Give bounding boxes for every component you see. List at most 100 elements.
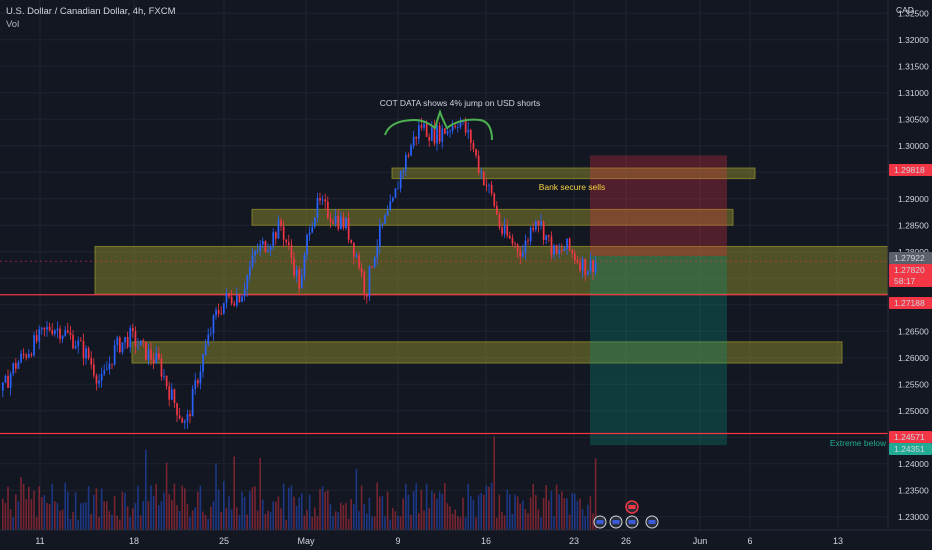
candle-body: [30, 354, 33, 356]
volume-bar: [163, 492, 165, 530]
volume-bar: [470, 495, 472, 530]
volume-bar: [532, 484, 534, 530]
volume-bar: [264, 514, 267, 530]
candle-body: [475, 149, 477, 156]
price-badge-text: 1.24351: [894, 444, 925, 454]
price-badge[interactable]: [889, 252, 932, 264]
price-badge[interactable]: [889, 275, 932, 287]
price-tick-label: 1.23000: [898, 512, 929, 522]
candle-body: [147, 349, 150, 360]
volume-bar: [368, 497, 371, 530]
volume-bar: [488, 486, 490, 530]
volume-bar: [594, 458, 597, 530]
candle-body: [485, 184, 488, 186]
candle-body: [376, 246, 379, 258]
candle-body: [311, 226, 314, 233]
candle-body: [389, 201, 392, 211]
symbol-title[interactable]: U.S. Dollar / Canadian Dollar, 4h, FXCM: [6, 6, 176, 17]
volume-bar: [67, 491, 69, 530]
volume-bar: [93, 494, 95, 530]
candle-body: [480, 171, 483, 173]
volume-bar: [446, 503, 449, 530]
take-profit-zone[interactable]: [590, 255, 727, 446]
volume-bar: [90, 514, 92, 530]
price-badge[interactable]: [889, 431, 932, 443]
price-badge[interactable]: [889, 443, 932, 455]
price-badge[interactable]: [889, 297, 932, 309]
volume-label[interactable]: Vol: [6, 19, 20, 30]
candle-body: [438, 125, 441, 142]
volume-bar: [371, 516, 373, 530]
cot-note[interactable]: COT DATA shows 4% jump on USD shorts: [380, 98, 541, 108]
candle-body: [165, 375, 168, 387]
volume-bar: [592, 513, 594, 530]
brace-annotation[interactable]: [384, 108, 493, 141]
candle-body: [51, 330, 54, 334]
volume-bar: [342, 504, 345, 530]
volume-bar: [394, 511, 397, 530]
zone-bank-secure-sells[interactable]: [391, 167, 756, 180]
candle-body: [72, 335, 74, 349]
candle-body: [363, 272, 366, 295]
zone-upper-resistance[interactable]: [251, 208, 734, 226]
price-tick-label: 1.23500: [898, 485, 929, 495]
volume-bar: [316, 516, 319, 530]
volume-bar: [519, 503, 521, 530]
candle-body: [472, 142, 475, 150]
volume-bar: [155, 483, 157, 530]
volume-bar: [412, 491, 415, 530]
candle-body: [428, 136, 431, 141]
candle-body: [249, 267, 251, 276]
price-badge[interactable]: [889, 164, 932, 176]
volume-bar: [529, 497, 532, 530]
volume-bar: [464, 517, 467, 530]
volume-bar: [324, 491, 326, 530]
volume-bar: [511, 513, 514, 530]
candle-body: [436, 125, 438, 144]
volume-bar: [212, 501, 215, 530]
volume-bar: [204, 515, 207, 530]
time-tick-label: 16: [481, 536, 491, 546]
candle-body: [285, 239, 288, 243]
candle-body: [98, 380, 100, 384]
volume-bar: [176, 505, 178, 530]
candle-body: [228, 293, 230, 297]
candle-body: [7, 375, 9, 388]
candle-body: [194, 380, 197, 389]
candle-body: [542, 221, 545, 241]
time-axis-panel[interactable]: [0, 530, 932, 550]
candle-body: [371, 266, 373, 268]
volume-bar: [472, 499, 475, 530]
candle-body: [347, 218, 350, 240]
zone-lower-demand[interactable]: [131, 341, 843, 364]
candle-body: [425, 123, 428, 137]
candle-body: [405, 155, 407, 171]
bank-note[interactable]: Bank secure sells: [539, 182, 606, 192]
candle-body: [17, 361, 20, 369]
stop-loss-zone[interactable]: [590, 155, 727, 256]
candle-body: [113, 345, 116, 365]
candle-body: [431, 127, 433, 141]
volume-bar: [25, 499, 27, 530]
candle-body: [327, 201, 329, 218]
volume-bar: [61, 509, 64, 530]
candle-body: [407, 155, 410, 156]
candle-body: [540, 221, 542, 226]
volume-bar: [150, 485, 152, 530]
volume-bar: [54, 501, 56, 530]
volume-bar: [415, 483, 417, 530]
candle-body: [535, 220, 537, 230]
candle-body: [176, 403, 178, 416]
volume-bar: [308, 494, 311, 530]
candle-body: [433, 127, 436, 144]
candle-body: [80, 340, 82, 342]
extreme-note[interactable]: Extreme below: [830, 438, 887, 448]
candle-body: [22, 353, 25, 355]
volume-bar: [126, 506, 129, 530]
volume-bar: [306, 510, 308, 530]
zone-main-range[interactable]: [94, 245, 889, 295]
candle-body: [454, 125, 457, 128]
price-badge[interactable]: [889, 264, 932, 276]
